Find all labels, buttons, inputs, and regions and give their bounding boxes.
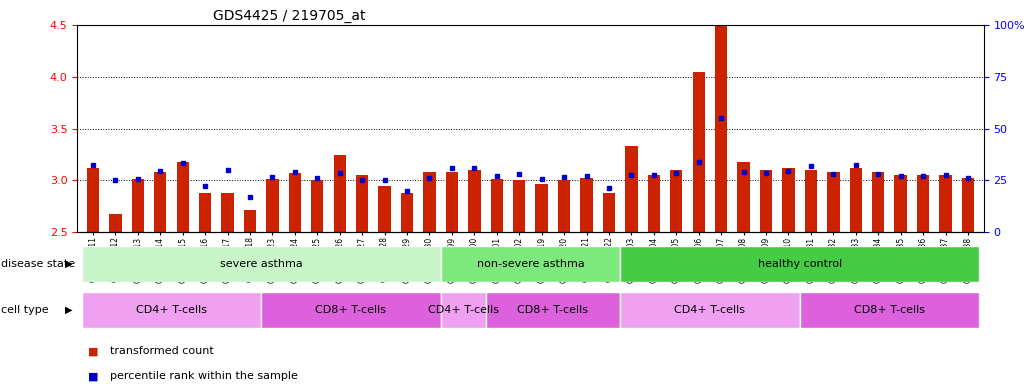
Text: disease state: disease state — [1, 259, 75, 269]
Bar — [490, 179, 503, 232]
Bar — [485, 292, 620, 328]
Bar — [262, 292, 441, 328]
Bar — [87, 168, 99, 232]
Bar — [109, 214, 122, 232]
Text: GDS4425 / 219705_at: GDS4425 / 219705_at — [213, 8, 366, 23]
Bar — [620, 292, 799, 328]
Bar — [334, 155, 346, 232]
Text: healthy control: healthy control — [757, 259, 842, 269]
Bar — [154, 172, 167, 232]
Bar — [81, 246, 441, 282]
Bar — [267, 179, 278, 232]
Bar — [648, 175, 660, 232]
Text: ■: ■ — [88, 371, 98, 381]
Text: transformed count: transformed count — [110, 346, 214, 356]
Text: non-severe asthma: non-severe asthma — [477, 259, 584, 269]
Text: CD8+ T-cells: CD8+ T-cells — [315, 305, 386, 315]
Bar — [378, 186, 390, 232]
Bar — [176, 162, 188, 232]
Bar — [446, 172, 458, 232]
Bar — [850, 168, 862, 232]
Bar — [132, 179, 144, 232]
Bar — [311, 180, 323, 232]
Bar — [558, 180, 571, 232]
Bar — [692, 71, 705, 232]
Bar — [799, 292, 980, 328]
Text: severe asthma: severe asthma — [219, 259, 303, 269]
Text: CD4+ T-cells: CD4+ T-cells — [136, 305, 207, 315]
Bar — [917, 175, 929, 232]
Text: CD8+ T-cells: CD8+ T-cells — [517, 305, 588, 315]
Bar — [423, 172, 436, 232]
Bar — [783, 168, 794, 232]
Bar — [244, 210, 256, 232]
Bar — [536, 184, 548, 232]
Bar — [356, 175, 369, 232]
Bar — [671, 170, 683, 232]
Bar — [715, 2, 727, 232]
Bar — [804, 170, 817, 232]
Bar — [401, 193, 413, 232]
Bar — [872, 172, 885, 232]
Bar — [625, 146, 638, 232]
Bar — [894, 175, 906, 232]
Bar — [962, 179, 974, 232]
Bar — [760, 170, 772, 232]
Bar — [441, 292, 485, 328]
Bar — [513, 180, 525, 232]
Text: cell type: cell type — [1, 305, 48, 315]
Bar — [939, 175, 952, 232]
Text: CD8+ T-cells: CD8+ T-cells — [854, 305, 925, 315]
Bar — [469, 170, 481, 232]
Bar — [580, 179, 592, 232]
Text: CD4+ T-cells: CD4+ T-cells — [675, 305, 746, 315]
Text: percentile rank within the sample: percentile rank within the sample — [110, 371, 298, 381]
Bar — [441, 246, 620, 282]
Text: CD4+ T-cells: CD4+ T-cells — [427, 305, 499, 315]
Text: ▶: ▶ — [65, 259, 72, 269]
Bar — [81, 292, 262, 328]
Bar — [620, 246, 980, 282]
Text: ▶: ▶ — [65, 305, 72, 315]
Text: ■: ■ — [88, 346, 98, 356]
Bar — [827, 172, 839, 232]
Bar — [288, 173, 301, 232]
Bar — [221, 193, 234, 232]
Bar — [603, 193, 615, 232]
Bar — [199, 193, 211, 232]
Bar — [737, 162, 750, 232]
